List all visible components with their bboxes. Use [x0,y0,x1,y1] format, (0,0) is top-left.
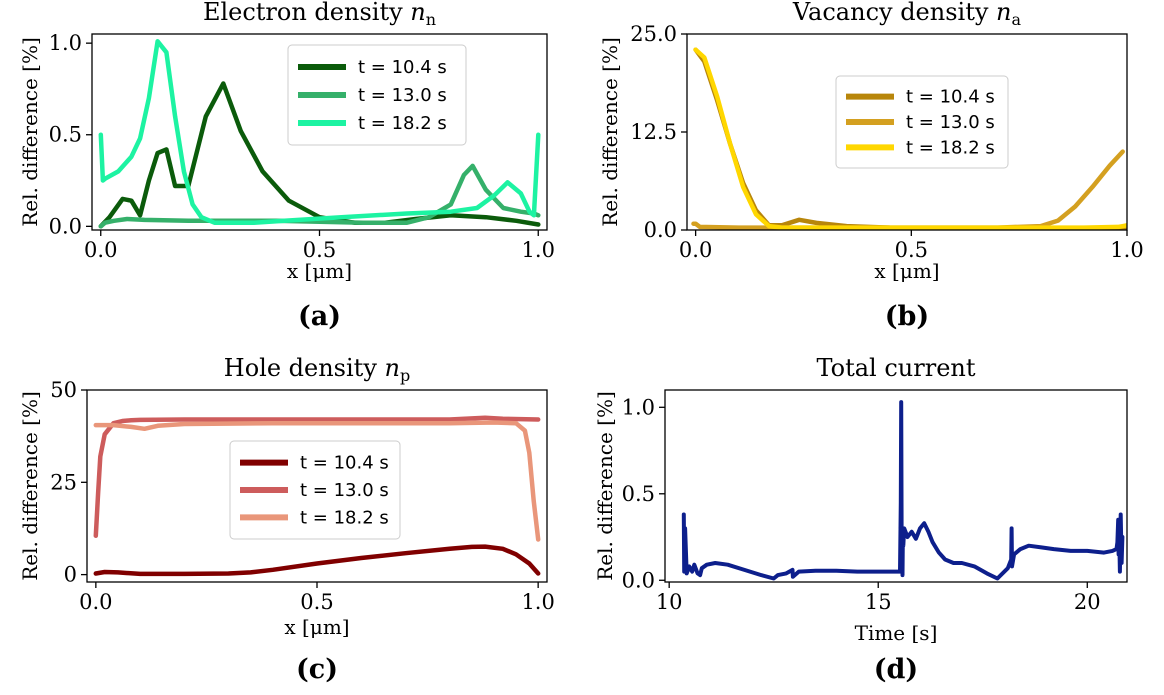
chart-title: Electron density nn [203,0,436,29]
legend: t = 10.4 s t = 13.0 s t = 18.2 s [287,44,467,146]
x-tick-label: 0.0 [84,238,117,262]
x-axis-label: x [μm] [284,615,349,639]
series-line-1 [681,400,1125,581]
series-group [93,415,541,577]
panel-label: (a) [298,301,341,332]
x-axis-label: x [μm] [874,259,939,283]
series-group [681,400,1125,581]
chart-title: Hole density np [224,354,410,385]
legend: t = 10.4 s t = 13.0 s t = 18.2 s [835,75,1009,169]
legend: t = 10.4 s t = 13.0 s t = 18.2 s [229,440,401,540]
y-tick-label: 25 [50,470,77,494]
y-tick-label: 0.5 [622,482,655,506]
y-tick-label: 0.5 [49,123,82,147]
y-axis-label: Rel. difference [%] [18,37,42,227]
y-tick-label: 0 [64,563,77,587]
chart-panel-b: Vacancy density na 0.0 0.5 1.0 0.0 12.5 25.0 x … [598,0,1144,332]
y-axis-label: Rel. difference [%] [598,37,622,227]
x-tick-label: 0.5 [300,590,333,614]
y-tick-label: 0.0 [622,568,655,592]
axes-frame [664,389,1128,583]
legend-label: t = 13.0 s [358,85,447,106]
x-axis-label: x [μm] [287,259,352,283]
series-line-1 [93,544,541,577]
legend-label: t = 10.4 s [906,87,995,108]
chart-title: Total current [817,354,976,382]
x-tick-label: 15 [865,590,892,614]
legend-label: t = 18.2 s [906,137,995,158]
y-tick-label: 0.0 [644,218,677,242]
series-line-2 [98,163,541,229]
panel-label: (d) [874,654,918,685]
panel-label: (b) [885,301,929,332]
x-tick-label: 1.0 [522,238,555,262]
chart-title: Vacancy density na [792,0,1022,29]
series-line-3 [98,39,541,225]
y-axis-label: Rel. difference [%] [18,391,42,581]
series-line-3 [93,420,541,542]
x-tick-label: 0.0 [79,590,112,614]
series-group [98,39,541,229]
y-axis-label: Rel. difference [%] [593,391,617,581]
x-tick-label: 1.0 [521,590,554,614]
y-tick-label: 50 [50,378,77,402]
x-axis-label: Time [s] [855,621,938,645]
y-tick-label: 1.0 [49,31,82,55]
panel-label: (c) [296,654,338,685]
series-line-3 [693,47,1127,230]
legend-label: t = 10.4 s [300,453,389,474]
legend-label: t = 13.0 s [906,112,995,133]
chart-panel-d: Total current 10 15 20 0.0 0.5 1.0 Time [s] Rel.… [593,354,1128,685]
x-tick-label: 0.0 [679,238,712,262]
legend-label: t = 10.4 s [358,57,447,78]
x-tick-label: 1.0 [1110,238,1143,262]
x-tick-label: 20 [1074,590,1101,614]
y-tick-label: 12.5 [630,120,677,144]
x-tick-label: 0.5 [895,238,928,262]
series-group [691,47,1127,230]
x-tick-label: 10 [656,590,683,614]
chart-panel-a: Electron density nn 0.0 0.5 1.0 0.0 0.5 1.0 x [… [18,0,555,332]
x-tick-label: 0.5 [303,238,336,262]
y-tick-label: 0.0 [49,214,82,238]
y-tick-label: 25.0 [630,22,677,46]
legend-label: t = 13.0 s [300,480,389,501]
chart-panel-c: Hole density np 0.0 0.5 1.0 0 25 50 x [μm] Rel. … [18,354,555,685]
legend-label: t = 18.2 s [300,507,389,528]
y-tick-label: 1.0 [622,395,655,419]
series-line-2 [93,415,541,539]
legend-label: t = 18.2 s [358,113,447,134]
